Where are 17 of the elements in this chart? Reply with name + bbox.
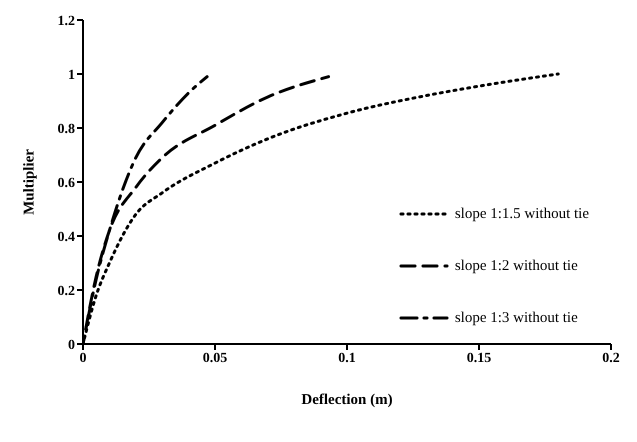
legend-label: slope 1:3 without tie [454, 310, 578, 326]
x-tick-label: 0.2 [602, 350, 620, 366]
y-tick-label: 0.4 [58, 230, 75, 245]
x-tick-label: 0.1 [338, 350, 356, 366]
y-tick-label: 0.2 [58, 284, 75, 299]
y-tick-label: 1.2 [58, 14, 75, 29]
y-tick-label: 0.8 [58, 122, 75, 137]
y-tick-label: 0.6 [58, 176, 75, 191]
y-tick-label: 0 [68, 338, 75, 353]
x-tick-label: 0 [80, 350, 86, 366]
legend-label: slope 1:2 without tie [454, 258, 578, 274]
y-tick-label: 1 [68, 68, 75, 83]
x-axis-title: Deflection (m) [301, 392, 393, 408]
y-axis-title: Multiplier [21, 148, 38, 215]
x-tick-label: 0.15 [466, 350, 492, 366]
legend-label: slope 1:1.5 without tie [454, 206, 589, 222]
x-tick-label: 0.05 [202, 350, 228, 366]
